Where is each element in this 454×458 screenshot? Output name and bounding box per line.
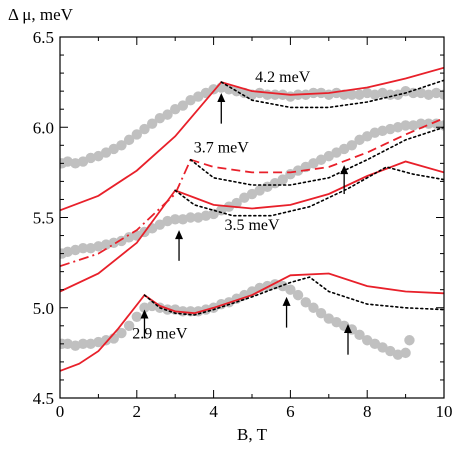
arrow-head	[344, 323, 352, 333]
plot-marks: 4.2 meV 3.7 meV 3.5 meV 2.9 meV	[60, 66, 444, 372]
y-tick-label: 6.0	[33, 118, 54, 137]
series-line-dotted	[220, 79, 444, 109]
series-line-dotted	[174, 166, 444, 217]
data-point	[185, 212, 196, 223]
arrow-head	[217, 92, 226, 102]
data-point	[123, 134, 135, 146]
data-point	[131, 129, 142, 140]
x-tick-label: 4	[209, 402, 218, 421]
arrow-head	[340, 165, 349, 175]
series-line-solid	[60, 66, 444, 212]
data-point	[400, 120, 411, 131]
x-tick-label: 6	[286, 402, 295, 421]
curve-label: 3.7 meV	[194, 140, 250, 157]
series-line-dashdot	[60, 159, 192, 268]
data-point	[354, 329, 365, 341]
data-point	[285, 284, 296, 295]
data-point	[77, 242, 89, 254]
series-line-solid	[60, 160, 444, 293]
y-tick-label: 5.0	[33, 299, 54, 318]
series-line-solid	[60, 272, 444, 372]
data-point	[400, 347, 411, 359]
x-axis-title: B, T	[237, 425, 268, 444]
y-tick-label: 5.5	[33, 209, 54, 228]
data-point	[116, 140, 127, 151]
y-axis-title: Δ μ, meV	[8, 5, 74, 24]
series-line-dotted	[143, 276, 444, 316]
data-point	[338, 89, 350, 100]
series-line-dotted	[189, 126, 444, 186]
x-tick-label: 10	[436, 402, 453, 421]
data-point	[269, 89, 281, 100]
data-point	[346, 140, 358, 151]
arrow-head	[175, 230, 184, 240]
x-tick-label: 2	[133, 402, 142, 421]
data-point	[77, 338, 89, 350]
data-point	[162, 109, 173, 120]
data-point	[315, 307, 327, 319]
data-point	[292, 289, 304, 301]
curve-label: 3.5 meV	[224, 217, 280, 234]
data-point	[346, 89, 358, 100]
arrow-head	[282, 296, 291, 306]
x-tick-label: 8	[363, 402, 372, 421]
data-point	[146, 118, 158, 129]
data-point	[438, 89, 444, 100]
data-point	[131, 311, 142, 322]
data-point	[116, 327, 127, 339]
x-tick-label: 0	[56, 402, 65, 421]
data-point	[170, 214, 181, 225]
data-point	[231, 197, 242, 209]
data-point	[177, 100, 189, 111]
data-point	[308, 302, 319, 313]
arrow-head	[140, 309, 149, 319]
curve-label: 4.2 meV	[255, 69, 311, 86]
data-point	[123, 320, 135, 331]
series-line-dashed	[190, 117, 444, 174]
y-tick-label: 6.5	[33, 28, 54, 47]
y-tick-label: 4.5	[33, 389, 54, 408]
axis-ticks: 0 2 4 6 8 10 4.5 5.0 5.5 6.0 6.5	[33, 28, 453, 421]
curve-label: 2.9 meV	[132, 325, 188, 342]
data-point	[277, 174, 288, 185]
data-point	[404, 335, 415, 346]
data-point	[385, 89, 396, 100]
data-point	[139, 123, 150, 135]
data-point	[300, 297, 311, 308]
